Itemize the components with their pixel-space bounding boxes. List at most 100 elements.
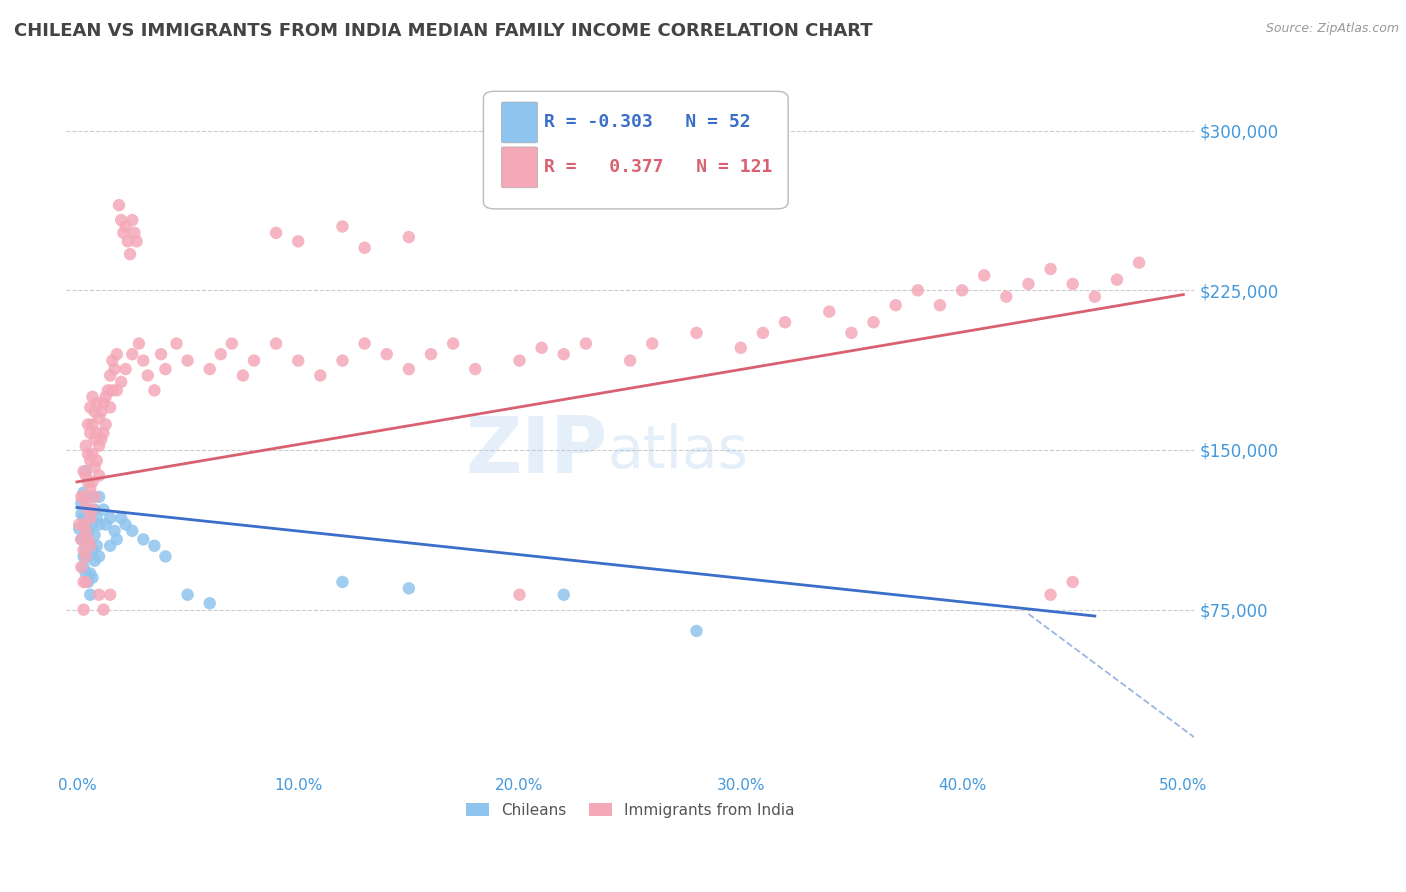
Point	[79, 481, 101, 495]
Point	[75, 439, 97, 453]
Point	[420, 347, 443, 361]
Point	[83, 502, 105, 516]
Point	[1105, 273, 1128, 287]
Point	[121, 524, 143, 538]
Point	[124, 226, 146, 240]
Point	[98, 539, 121, 553]
Point	[155, 549, 177, 564]
Point	[83, 405, 105, 419]
Point	[75, 490, 97, 504]
Point	[619, 353, 641, 368]
Point	[77, 502, 100, 516]
Point	[862, 315, 884, 329]
Point	[72, 560, 94, 574]
Point	[72, 490, 94, 504]
Point	[75, 496, 97, 510]
Point	[143, 539, 166, 553]
Point	[1084, 290, 1107, 304]
Point	[72, 485, 94, 500]
Point	[72, 543, 94, 558]
Point	[86, 453, 108, 467]
Point	[90, 405, 112, 419]
Point	[353, 241, 375, 255]
Point	[264, 336, 287, 351]
Point	[72, 517, 94, 532]
Point	[125, 235, 148, 249]
Point	[79, 588, 101, 602]
Point	[108, 198, 131, 212]
Point	[94, 390, 117, 404]
Point	[82, 390, 104, 404]
Point	[841, 326, 863, 340]
Point	[398, 362, 420, 376]
Point	[70, 507, 93, 521]
Point	[553, 588, 575, 602]
Point	[114, 517, 136, 532]
Point	[82, 490, 104, 504]
Point	[353, 336, 375, 351]
Point	[101, 353, 124, 368]
Point	[110, 213, 132, 227]
Point	[287, 353, 309, 368]
Point	[79, 539, 101, 553]
Point	[198, 596, 221, 610]
Point	[105, 384, 128, 398]
Point	[464, 362, 486, 376]
Point	[75, 464, 97, 478]
Point	[221, 336, 243, 351]
Point	[155, 362, 177, 376]
Point	[103, 362, 125, 376]
Point	[375, 347, 398, 361]
Point	[87, 411, 110, 425]
Point	[72, 511, 94, 525]
Point	[128, 336, 150, 351]
Point	[94, 417, 117, 432]
Point	[93, 425, 115, 440]
Point	[117, 235, 139, 249]
Point	[72, 549, 94, 564]
Point	[72, 464, 94, 478]
Point	[77, 447, 100, 461]
Point	[685, 624, 707, 638]
Text: CHILEAN VS IMMIGRANTS FROM INDIA MEDIAN FAMILY INCOME CORRELATION CHART: CHILEAN VS IMMIGRANTS FROM INDIA MEDIAN …	[14, 22, 873, 40]
Point	[287, 235, 309, 249]
Text: R =   0.377   N = 121: R = 0.377 N = 121	[544, 159, 773, 177]
Point	[77, 417, 100, 432]
Point	[87, 517, 110, 532]
Point	[136, 368, 159, 383]
Point	[730, 341, 752, 355]
Point	[83, 433, 105, 447]
Point	[79, 511, 101, 525]
Point	[105, 533, 128, 547]
Point	[950, 283, 973, 297]
Point	[309, 368, 332, 383]
Point	[86, 396, 108, 410]
Point	[83, 460, 105, 475]
Point	[973, 268, 995, 283]
Point	[79, 425, 101, 440]
Point	[685, 326, 707, 340]
Point	[752, 326, 775, 340]
Point	[79, 566, 101, 581]
Point	[87, 490, 110, 504]
Point	[83, 554, 105, 568]
Point	[198, 362, 221, 376]
Point	[87, 439, 110, 453]
Point	[98, 401, 121, 415]
Point	[90, 433, 112, 447]
Point	[93, 396, 115, 410]
Point	[82, 502, 104, 516]
Point	[121, 213, 143, 227]
Point	[332, 353, 354, 368]
Point	[243, 353, 266, 368]
Point	[83, 490, 105, 504]
Point	[398, 582, 420, 596]
Point	[176, 353, 198, 368]
Point	[75, 549, 97, 564]
Point	[70, 560, 93, 574]
Point	[72, 574, 94, 589]
Point	[75, 566, 97, 581]
Point	[553, 347, 575, 361]
Point	[441, 336, 464, 351]
Point	[118, 247, 141, 261]
